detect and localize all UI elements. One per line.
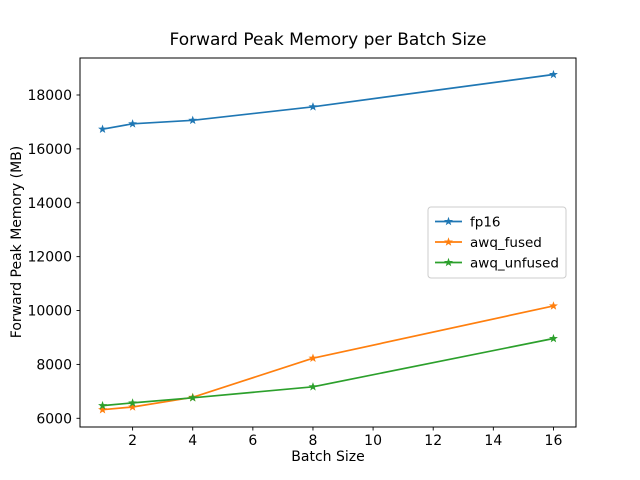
marker-awq_fused: [548, 301, 558, 310]
x-tick-label: 12: [424, 433, 442, 449]
chart-title: Forward Peak Memory per Batch Size: [170, 30, 487, 50]
x-axis-label: Batch Size: [291, 449, 364, 465]
chart-layer: 2 4 6 8 10 12 14 16 6000 8000 10000 12000 14000 16000…: [27, 57, 577, 449]
series-line-fp16: [101, 73, 555, 131]
y-tick-label: 10000: [27, 304, 72, 320]
marker-awq_fused: [308, 353, 318, 363]
x-tick-label: 6: [248, 433, 257, 449]
legend-marker-awq_fused: [444, 237, 453, 246]
y-tick-label: 14000: [27, 196, 72, 212]
marker-awq_fused: [98, 404, 108, 414]
legend-marker-fp16: [444, 216, 453, 226]
y-tick-label: 6000: [36, 411, 72, 427]
y-tick-label: 12000: [27, 250, 72, 266]
marker-awq_fused: [128, 402, 138, 411]
x-tick-label: 8: [309, 433, 318, 449]
legend-label-fp16: fp16: [470, 215, 501, 231]
legend-label-awq_unfused: awq_unfused: [470, 256, 559, 272]
series-line-awq_fused: [101, 305, 555, 411]
x-tick-label: 2: [128, 433, 137, 449]
marker-fp16: [548, 69, 558, 79]
marker-fp16: [188, 115, 198, 125]
marker-awq_unfused: [128, 398, 138, 407]
marker-fp16: [128, 119, 138, 128]
legend-box: [427, 206, 567, 279]
marker-fp16: [98, 124, 108, 134]
marker-awq_unfused: [188, 393, 198, 402]
y-axis-label: Forward Peak Memory (MB): [9, 146, 25, 338]
x-tick-label: 4: [188, 433, 197, 449]
legend-label-awq_fused: awq_fused: [470, 235, 542, 251]
series-line-awq_unfused: [101, 337, 555, 407]
marker-awq_unfused: [548, 333, 558, 343]
marker-awq_unfused: [308, 382, 318, 391]
x-tick-label: 14: [484, 433, 502, 449]
legend-marker-awq_unfused: [444, 257, 453, 267]
y-tick-label: 16000: [27, 142, 72, 158]
axes-border: [79, 57, 577, 428]
y-tick-label: 8000: [36, 357, 72, 373]
x-tick-label: 10: [364, 433, 382, 449]
marker-awq_unfused: [98, 400, 108, 410]
x-tick-label: 16: [545, 433, 563, 449]
marker-fp16: [308, 102, 318, 111]
y-tick-label: 18000: [27, 88, 72, 104]
